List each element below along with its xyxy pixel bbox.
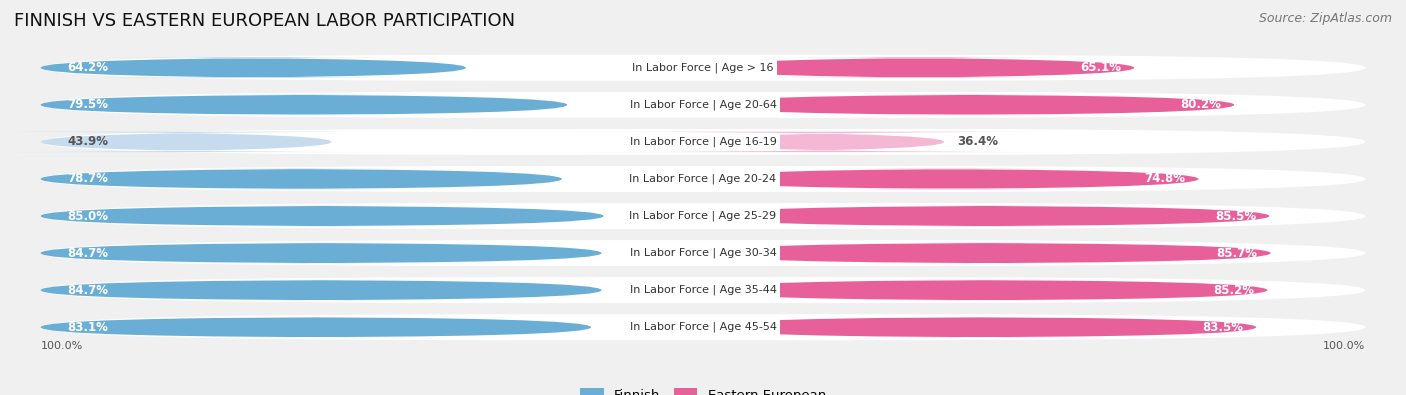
FancyBboxPatch shape: [41, 314, 1365, 340]
FancyBboxPatch shape: [703, 95, 1234, 115]
Text: 65.1%: 65.1%: [1080, 61, 1121, 74]
Text: 85.0%: 85.0%: [67, 209, 108, 222]
FancyBboxPatch shape: [41, 206, 603, 226]
Text: 80.2%: 80.2%: [1180, 98, 1220, 111]
Text: In Labor Force | Age 16-19: In Labor Force | Age 16-19: [630, 137, 776, 147]
FancyBboxPatch shape: [41, 203, 1365, 229]
Text: In Labor Force | Age 35-44: In Labor Force | Age 35-44: [630, 285, 776, 295]
Text: 43.9%: 43.9%: [67, 135, 108, 149]
Text: 85.7%: 85.7%: [1216, 246, 1257, 260]
Text: 84.7%: 84.7%: [67, 284, 108, 297]
FancyBboxPatch shape: [41, 317, 591, 337]
FancyBboxPatch shape: [41, 129, 1365, 155]
FancyBboxPatch shape: [41, 280, 602, 300]
FancyBboxPatch shape: [41, 169, 562, 189]
Text: In Labor Force | Age > 16: In Labor Force | Age > 16: [633, 62, 773, 73]
FancyBboxPatch shape: [0, 132, 405, 152]
FancyBboxPatch shape: [703, 58, 1135, 78]
FancyBboxPatch shape: [41, 240, 1365, 266]
Text: In Labor Force | Age 20-64: In Labor Force | Age 20-64: [630, 100, 776, 110]
Text: 74.8%: 74.8%: [1144, 173, 1185, 186]
FancyBboxPatch shape: [703, 206, 1270, 226]
Text: 85.5%: 85.5%: [1215, 209, 1256, 222]
Text: 84.7%: 84.7%: [67, 246, 108, 260]
Text: In Labor Force | Age 45-54: In Labor Force | Age 45-54: [630, 322, 776, 333]
FancyBboxPatch shape: [41, 277, 1365, 303]
Text: 100.0%: 100.0%: [41, 341, 83, 351]
FancyBboxPatch shape: [41, 243, 602, 263]
Text: 36.4%: 36.4%: [957, 135, 998, 149]
Text: FINNISH VS EASTERN EUROPEAN LABOR PARTICIPATION: FINNISH VS EASTERN EUROPEAN LABOR PARTIC…: [14, 12, 515, 30]
FancyBboxPatch shape: [703, 169, 1198, 189]
FancyBboxPatch shape: [579, 132, 1067, 152]
FancyBboxPatch shape: [41, 58, 465, 78]
FancyBboxPatch shape: [703, 317, 1256, 337]
Text: In Labor Force | Age 30-34: In Labor Force | Age 30-34: [630, 248, 776, 258]
FancyBboxPatch shape: [41, 92, 1365, 118]
Text: 100.0%: 100.0%: [1323, 341, 1365, 351]
Text: Source: ZipAtlas.com: Source: ZipAtlas.com: [1258, 12, 1392, 25]
Text: 85.2%: 85.2%: [1213, 284, 1254, 297]
FancyBboxPatch shape: [703, 243, 1271, 263]
Text: 79.5%: 79.5%: [67, 98, 108, 111]
Text: 64.2%: 64.2%: [67, 61, 108, 74]
FancyBboxPatch shape: [41, 95, 567, 115]
FancyBboxPatch shape: [703, 280, 1267, 300]
Text: 78.7%: 78.7%: [67, 173, 108, 186]
Text: In Labor Force | Age 25-29: In Labor Force | Age 25-29: [630, 211, 776, 221]
Legend: Finnish, Eastern European: Finnish, Eastern European: [575, 383, 831, 395]
FancyBboxPatch shape: [41, 166, 1365, 192]
Text: 83.5%: 83.5%: [1202, 321, 1243, 334]
FancyBboxPatch shape: [41, 55, 1365, 81]
Text: In Labor Force | Age 20-24: In Labor Force | Age 20-24: [630, 174, 776, 184]
Text: 83.1%: 83.1%: [67, 321, 108, 334]
